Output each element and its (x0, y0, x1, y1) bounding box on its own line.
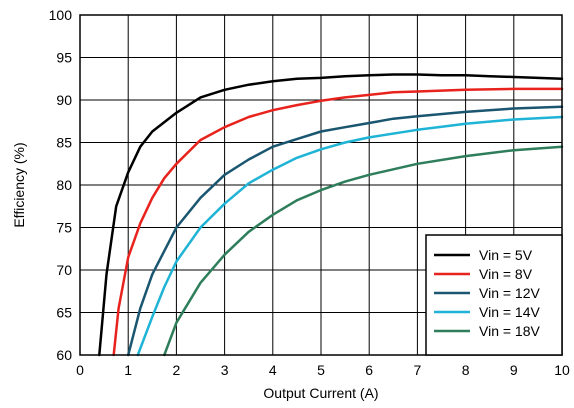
x-axis-title: Output Current (A) (263, 385, 378, 401)
x-tick-label: 1 (124, 362, 132, 378)
y-tick-label: 75 (56, 220, 72, 236)
x-tick-label: 2 (173, 362, 181, 378)
x-axis-ticks: 0 1 2 3 4 5 6 7 8 9 10 (76, 362, 570, 378)
x-tick-label: 3 (221, 362, 229, 378)
y-tick-label: 95 (56, 50, 72, 66)
y-tick-label: 65 (56, 305, 72, 321)
legend-label: Vin = 18V (479, 323, 541, 339)
x-tick-label: 4 (269, 362, 277, 378)
y-tick-label: 80 (56, 177, 72, 193)
x-tick-label: 5 (317, 362, 325, 378)
y-tick-label: 85 (56, 135, 72, 151)
legend-label: Vin = 14V (479, 304, 541, 320)
y-axis-title: Efficiency (%) (11, 142, 27, 227)
series-line-4 (136, 115, 564, 357)
legend-label: Vin = 5V (479, 247, 533, 263)
series-line-1 (98, 73, 564, 357)
legend-label: Vin = 8V (479, 266, 533, 282)
x-tick-label: 9 (510, 362, 518, 378)
x-tick-label: 10 (554, 362, 570, 378)
series-line-2 (112, 87, 564, 357)
y-tick-label: 90 (56, 92, 72, 108)
x-tick-label: 8 (462, 362, 470, 378)
plot-frame (79, 14, 563, 356)
x-tick-label: 6 (365, 362, 373, 378)
y-tick-label: 70 (56, 262, 72, 278)
legend: Vin = 5V Vin = 8V Vin = 12V Vin = 14V Vin = … (425, 234, 563, 356)
legend-label: Vin = 12V (479, 285, 541, 301)
x-tick-label: 7 (414, 362, 422, 378)
series-line-5 (163, 145, 564, 357)
y-axis-ticks: 60 65 70 75 80 85 90 95 100 (49, 7, 73, 363)
y-tick-label: 100 (49, 7, 73, 23)
series-layer (98, 73, 564, 357)
x-tick-label: 0 (76, 362, 84, 378)
series-line-3 (126, 105, 564, 357)
y-tick-label: 60 (56, 347, 72, 363)
